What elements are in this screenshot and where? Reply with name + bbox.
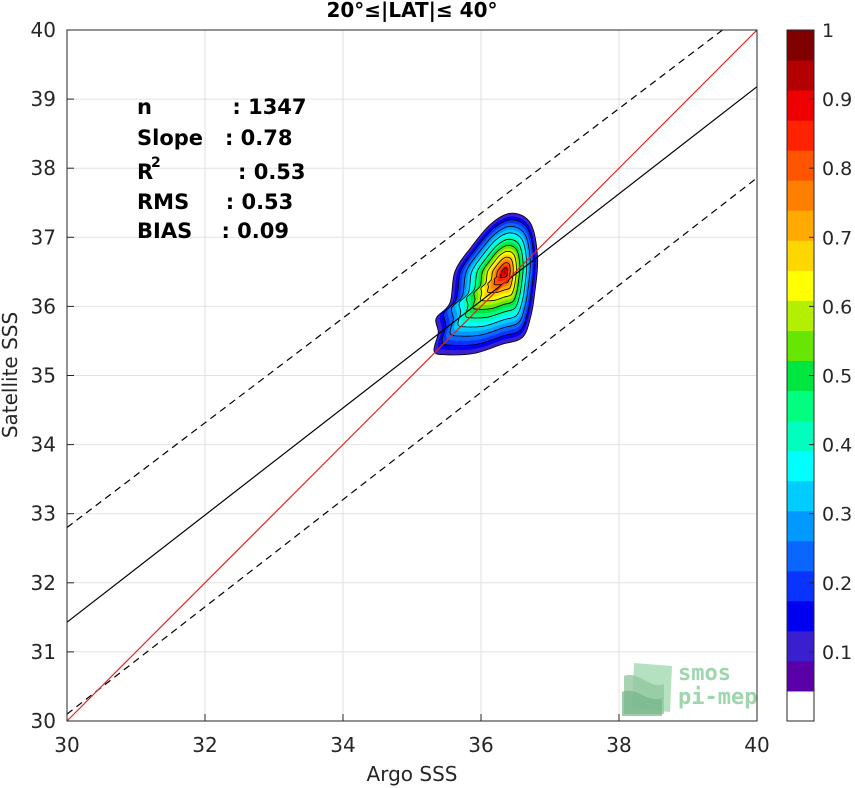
y-tick-label: 40 (31, 18, 56, 42)
upper-bound-line (66, 29, 723, 528)
y-tick-label: 37 (31, 225, 56, 249)
colorbar-segment (787, 330, 814, 361)
colorbar-segment (787, 90, 814, 121)
x-axis-label: Argo SSS (367, 762, 458, 786)
y-tick-label: 36 (31, 294, 56, 318)
colorbar-segment (787, 210, 814, 241)
y-tick-label: 33 (31, 502, 56, 526)
x-tick-label: 36 (468, 733, 493, 757)
y-axis-ticks: 30 31 32 33 34 35 36 37 38 39 40 (31, 18, 74, 733)
x-tick-label: 32 (192, 733, 217, 757)
density-contours (433, 212, 539, 356)
y-tick-label: 32 (31, 571, 56, 595)
y-tick-label: 39 (31, 87, 56, 111)
stat-bias: BIAS : 0.09 (137, 219, 289, 243)
colorbar-segment (787, 510, 814, 542)
colorbar-segment (787, 150, 814, 181)
colorbar-tick-label: 0.4 (822, 435, 852, 457)
chart-title: 20°≤|LAT|≤ 40° (326, 0, 497, 22)
identity-line (66, 29, 758, 722)
stats-box: n : 1347 Slope : 0.78 R 2 : 0.53 RMS : 0… (137, 95, 307, 243)
colorbar-tick-label: 0.2 (822, 573, 852, 595)
colorbar-segment (787, 390, 814, 422)
logo-waves-icon (622, 663, 672, 716)
colorbar-tick-label: 0.5 (822, 366, 852, 388)
y-tick-label: 38 (31, 156, 56, 180)
stat-r2-sup: 2 (151, 155, 161, 171)
colorbar-segment (787, 300, 814, 331)
colorbar-segment (787, 630, 814, 662)
lower-bound-line (66, 177, 758, 715)
stat-r2-label: R (137, 160, 153, 184)
density-level (502, 270, 507, 275)
y-tick-label: 34 (31, 433, 56, 457)
colorbar-tick-label: 0.9 (822, 89, 852, 111)
stat-rms: RMS : 0.53 (137, 190, 293, 214)
colorbar-tick-label: 0.8 (822, 158, 852, 180)
colorbar-segment (787, 120, 814, 151)
pimep-logo: smos pi-mep (622, 661, 757, 716)
x-tick-label: 34 (330, 733, 355, 757)
colorbar-tick-label: 0.1 (822, 642, 852, 664)
colorbar-segment (787, 30, 814, 61)
colorbar-segment (787, 570, 814, 602)
colorbar-segment (787, 450, 814, 482)
colorbar-segment (787, 690, 814, 722)
reference-lines (66, 29, 758, 722)
colorbar-segment (787, 270, 814, 301)
y-tick-label: 35 (31, 364, 56, 388)
stat-r2-value: : 0.53 (238, 160, 306, 184)
regression-line (66, 86, 758, 623)
logo-line2: pi-mep (678, 685, 757, 710)
colorbar-segment (787, 60, 814, 91)
colorbar-segment (787, 420, 814, 452)
x-axis-ticks: 30 32 34 36 38 40 (54, 714, 770, 757)
colorbar-tick-label: 1 (822, 20, 834, 42)
colorbar-ticks: 0.1 0.2 0.3 0.4 0.5 0.6 0.7 0.8 0.9 1 (809, 20, 852, 664)
colorbar-tick-label: 0.3 (822, 504, 852, 526)
y-axis-label: Satellite SSS (0, 312, 22, 438)
logo-line1: smos (678, 661, 731, 686)
colorbar-tick-label: 0.7 (822, 227, 852, 249)
y-tick-label: 30 (31, 709, 56, 733)
colorbar-segment (787, 180, 814, 211)
colorbar-tick-label: 0.6 (822, 296, 852, 318)
stat-slope: Slope : 0.78 (137, 126, 292, 150)
x-tick-label: 30 (54, 733, 79, 757)
y-tick-label: 31 (31, 640, 56, 664)
colorbar (787, 30, 814, 722)
colorbar-segment (787, 480, 814, 512)
stat-n: n : 1347 (137, 95, 307, 119)
x-tick-label: 40 (744, 733, 769, 757)
colorbar-segment (787, 240, 814, 271)
colorbar-segment (787, 540, 814, 572)
x-tick-label: 38 (606, 733, 631, 757)
colorbar-segment (787, 660, 814, 692)
colorbar-segment (787, 600, 814, 632)
